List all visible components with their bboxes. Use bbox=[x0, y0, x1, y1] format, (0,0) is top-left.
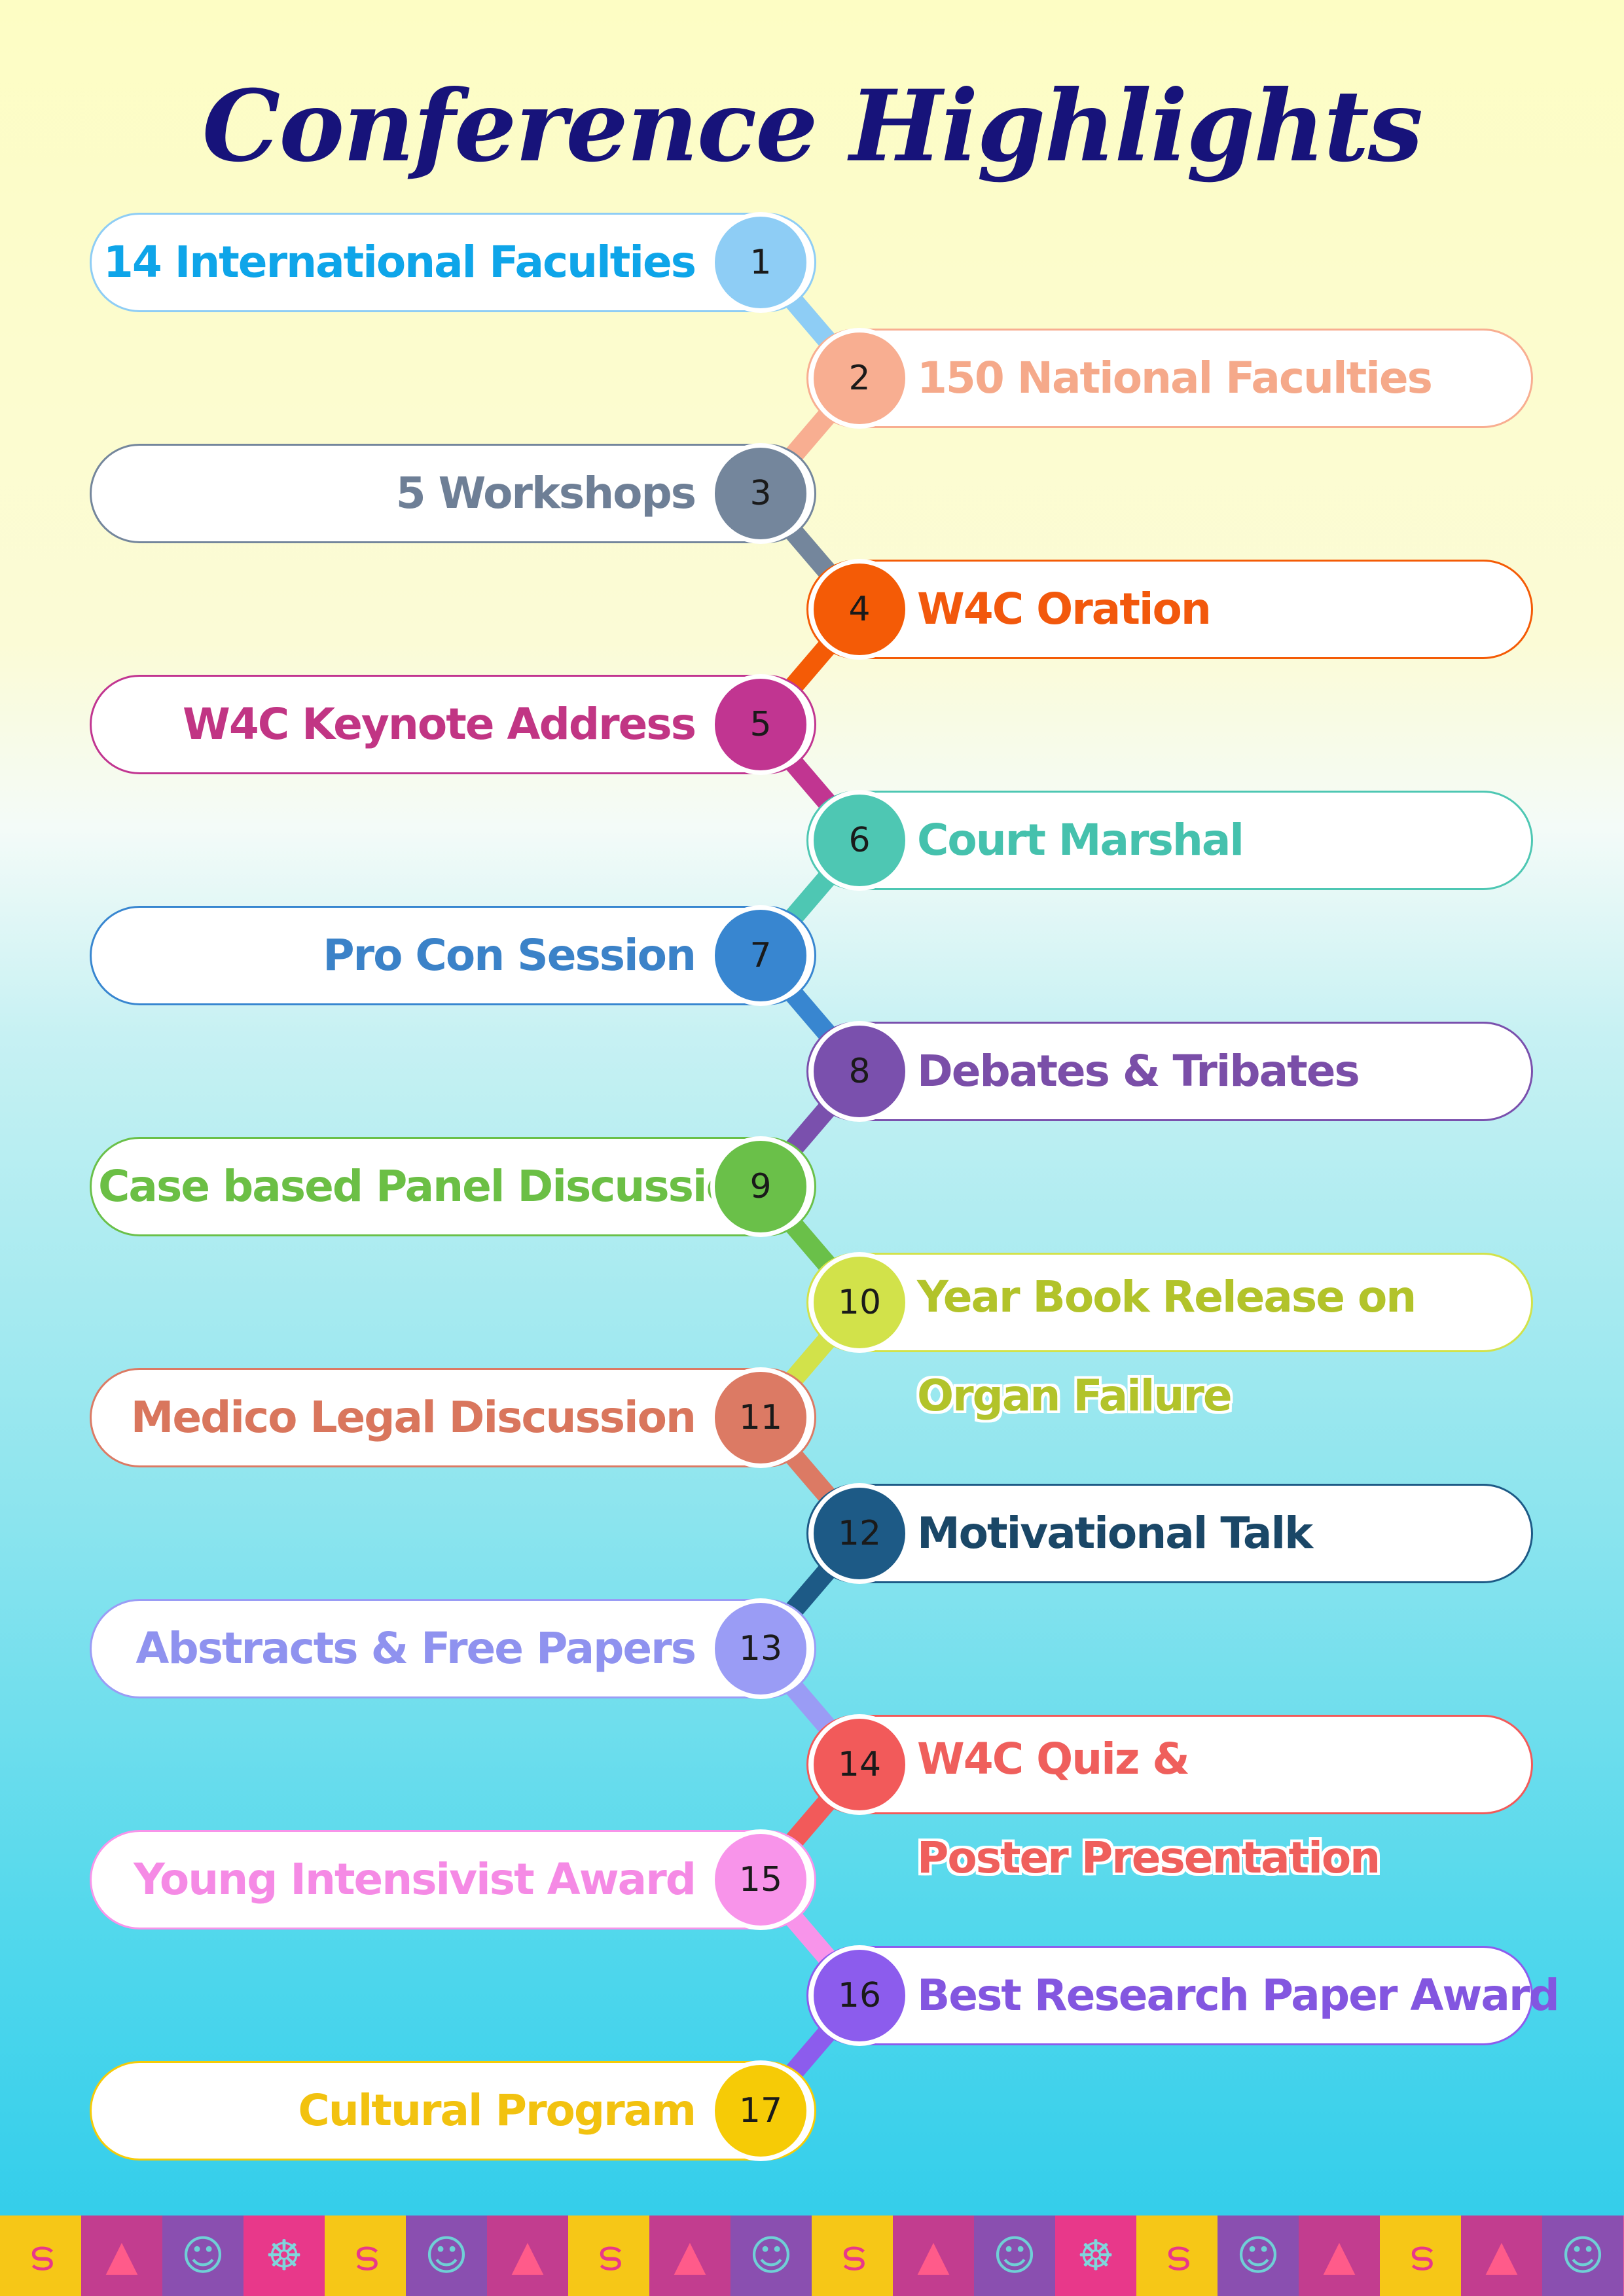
number-badge-15: 15 bbox=[715, 1834, 806, 1926]
highlight-pill-14 bbox=[806, 1714, 1533, 1814]
highlight-label-11: Medico Legal Discussion bbox=[130, 1392, 696, 1443]
face-motif-icon: ☺ bbox=[974, 2215, 1055, 2296]
highlight-label-7: Pro Con Session bbox=[323, 930, 696, 980]
face-motif-icon: ☺ bbox=[731, 2215, 812, 2296]
spiral-motif-icon: ട bbox=[1136, 2215, 1218, 2296]
highlight-pill-7 bbox=[90, 906, 816, 1005]
highlight-label-continued-10: Organ Failure bbox=[917, 1370, 1233, 1421]
highlight-label-4: W4C Oration bbox=[917, 583, 1212, 634]
face-motif-icon: ☺ bbox=[1218, 2215, 1299, 2296]
highlight-pill-17 bbox=[90, 2061, 816, 2161]
highlight-pill-9 bbox=[90, 1137, 816, 1236]
highlight-label-14: W4C Quiz & bbox=[917, 1733, 1190, 1784]
spiral-motif-icon: ട bbox=[812, 2215, 893, 2296]
highlight-label-2: 150 National Faculties bbox=[917, 352, 1433, 403]
highlight-label-5: W4C Keynote Address bbox=[183, 699, 696, 749]
number-badge-9: 9 bbox=[715, 1141, 806, 1232]
highlight-label-15: Young Intensivist Award bbox=[134, 1854, 696, 1905]
number-badge-1: 1 bbox=[715, 217, 806, 308]
highlight-label-13: Abstracts & Free Papers bbox=[135, 1623, 696, 1674]
highlight-label-3: 5 Workshops bbox=[395, 468, 696, 518]
highlight-pill-15 bbox=[90, 1830, 816, 1929]
number-badge-10: 10 bbox=[814, 1256, 905, 1348]
highlight-pill-12 bbox=[806, 1483, 1533, 1583]
highlight-label-17: Cultural Program bbox=[298, 2085, 696, 2136]
number-badge-13: 13 bbox=[715, 1603, 806, 1695]
highlight-label-16: Best Research Paper Award bbox=[917, 1969, 1560, 2020]
spiral-motif-icon: ട bbox=[1380, 2215, 1461, 2296]
number-badge-5: 5 bbox=[715, 679, 806, 770]
temple-motif-icon: ▲ bbox=[1461, 2215, 1542, 2296]
number-badge-12: 12 bbox=[814, 1487, 905, 1579]
highlight-label-12: Motivational Talk bbox=[917, 1507, 1313, 1558]
face-motif-icon: ☺ bbox=[1542, 2215, 1623, 2296]
face-motif-icon: ☺ bbox=[406, 2215, 487, 2296]
temple-motif-icon: ▲ bbox=[1299, 2215, 1380, 2296]
highlight-label-8: Debates & Tribates bbox=[917, 1045, 1360, 1096]
number-badge-3: 3 bbox=[715, 448, 806, 539]
temple-motif-icon: ▲ bbox=[81, 2215, 162, 2296]
number-badge-14: 14 bbox=[814, 1718, 905, 1810]
highlight-pill-5 bbox=[90, 675, 816, 774]
highlight-label-continued-14: Poster Presentation bbox=[917, 1832, 1380, 1883]
wheel-motif-icon: ☸ bbox=[244, 2215, 325, 2296]
highlight-pill-1 bbox=[90, 213, 816, 312]
highlight-pill-10 bbox=[806, 1252, 1533, 1352]
highlight-pill-4 bbox=[806, 559, 1533, 659]
spiral-motif-icon: ട bbox=[0, 2215, 81, 2296]
number-badge-16: 16 bbox=[814, 1949, 905, 2041]
number-badge-8: 8 bbox=[814, 1025, 905, 1117]
highlight-label-1: 14 International Faculties bbox=[103, 237, 696, 287]
highlight-label-10: Year Book Release on bbox=[917, 1271, 1416, 1322]
spiral-motif-icon: ട bbox=[568, 2215, 649, 2296]
decorative-footer-band: ട ▲ ☺ ☸ ട ☺ ▲ ട ▲ ☺ ട ▲ ☺ ☸ ട ☺ ▲ ട ▲ ☺ bbox=[0, 2215, 1624, 2296]
page-title: Conference Highlights bbox=[202, 69, 1423, 184]
temple-motif-icon: ▲ bbox=[487, 2215, 568, 2296]
spiral-motif-icon: ട bbox=[325, 2215, 406, 2296]
highlight-pill-13 bbox=[90, 1599, 816, 1698]
number-badge-4: 4 bbox=[814, 563, 905, 655]
highlight-pill-6 bbox=[806, 790, 1533, 890]
highlight-pill-2 bbox=[806, 328, 1533, 428]
temple-motif-icon: ▲ bbox=[649, 2215, 731, 2296]
face-motif-icon: ☺ bbox=[162, 2215, 244, 2296]
wheel-motif-icon: ☸ bbox=[1055, 2215, 1136, 2296]
highlight-pill-16 bbox=[806, 1945, 1533, 2045]
number-badge-17: 17 bbox=[715, 2065, 806, 2157]
highlight-label-9: Case based Panel Discussions bbox=[98, 1161, 789, 1211]
highlight-pill-3 bbox=[90, 444, 816, 543]
number-badge-7: 7 bbox=[715, 910, 806, 1001]
highlight-label-6: Court Marshal bbox=[917, 814, 1244, 865]
number-badge-2: 2 bbox=[814, 332, 905, 424]
number-badge-6: 6 bbox=[814, 794, 905, 886]
highlight-pill-8 bbox=[806, 1021, 1533, 1121]
number-badge-11: 11 bbox=[715, 1372, 806, 1463]
highlight-pill-11 bbox=[90, 1368, 816, 1467]
temple-motif-icon: ▲ bbox=[893, 2215, 974, 2296]
